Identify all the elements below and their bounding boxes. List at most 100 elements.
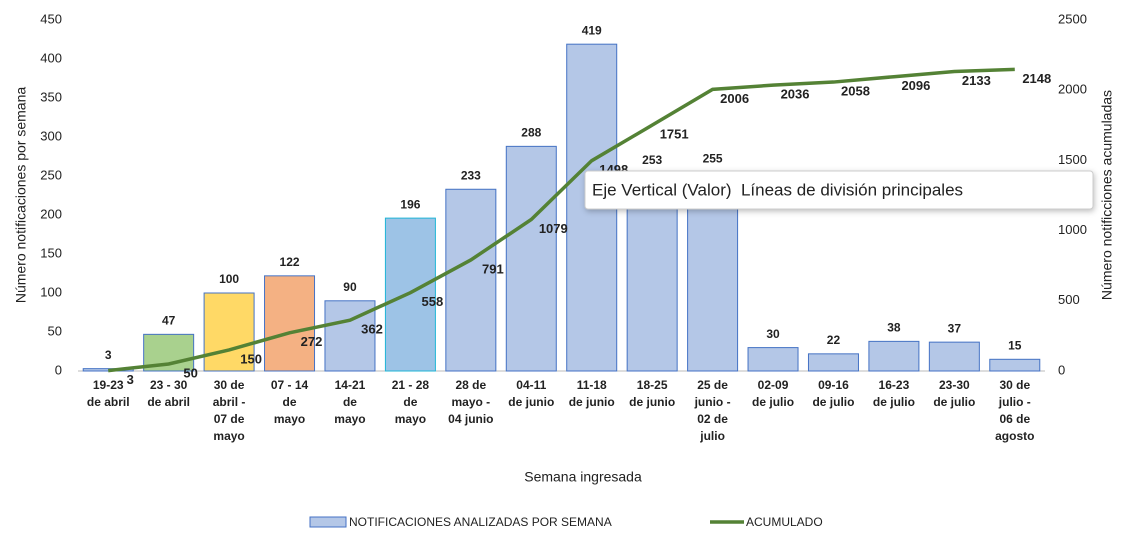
x-tick-label: 30 de bbox=[214, 378, 245, 392]
x-tick-label: 04-11 bbox=[516, 378, 546, 392]
x-tick-label: de bbox=[343, 395, 357, 409]
x-tick-label: mayo bbox=[395, 412, 426, 426]
bar bbox=[505, 145, 557, 372]
line-value-label: 2148 bbox=[1022, 71, 1051, 86]
bar-value-label: 196 bbox=[400, 197, 420, 211]
x-tick-label: mayo bbox=[334, 412, 365, 426]
x-tick-label: 28 de bbox=[456, 378, 487, 392]
line-value-label: 272 bbox=[301, 334, 323, 349]
x-tick-label: 19-23 bbox=[93, 378, 124, 392]
y-tick-label: 0 bbox=[55, 362, 62, 377]
y2-tick-label: 1500 bbox=[1058, 152, 1087, 167]
line-value-label: 150 bbox=[240, 351, 262, 366]
x-tick-label: 25 de bbox=[697, 378, 728, 392]
bar bbox=[445, 188, 497, 372]
line-value-label: 1751 bbox=[660, 127, 689, 142]
y2-tick-label: 2500 bbox=[1058, 11, 1087, 26]
x-tick-label: 06 de bbox=[999, 412, 1030, 426]
bar-value-label: 47 bbox=[162, 314, 176, 328]
y2-tick-label: 0 bbox=[1058, 362, 1065, 377]
legend-label: ACUMULADO bbox=[746, 515, 823, 529]
y2-axis-title: Número notificciones acumuladas bbox=[1099, 90, 1115, 300]
x-tick-label: 30 de bbox=[999, 378, 1030, 392]
bar-value-label: 100 bbox=[219, 272, 239, 286]
line-value-label: 50 bbox=[183, 365, 197, 380]
x-tick-label: 18-25 bbox=[637, 378, 668, 392]
x-tick-label: mayo - bbox=[452, 395, 491, 409]
legend-label: NOTIFICACIONES ANALIZADAS POR SEMANA bbox=[349, 515, 612, 529]
tooltip-text: Eje Vertical (Valor) Líneas de división … bbox=[592, 180, 963, 199]
bar-value-label: 122 bbox=[280, 255, 300, 269]
x-tick-label: de junio bbox=[508, 395, 554, 409]
y-tick-label: 200 bbox=[40, 206, 62, 221]
x-tick-label: de bbox=[403, 395, 417, 409]
y-tick-label: 50 bbox=[48, 323, 62, 338]
bar bbox=[747, 347, 799, 372]
line-value-label: 558 bbox=[422, 294, 444, 309]
y-tick-label: 400 bbox=[40, 50, 62, 65]
line-value-label: 2133 bbox=[962, 73, 991, 88]
bar-value-label: 37 bbox=[948, 321, 962, 335]
line-value-label: 362 bbox=[361, 322, 383, 337]
x-tick-label: 07 - 14 bbox=[271, 378, 309, 392]
bar-value-label: 90 bbox=[343, 280, 357, 294]
x-tick-label: 14-21 bbox=[335, 378, 366, 392]
x-tick-label: de junio bbox=[569, 395, 615, 409]
y-tick-label: 450 bbox=[40, 11, 62, 26]
bar-value-label: 419 bbox=[582, 23, 602, 37]
bar-value-label: 3 bbox=[105, 348, 112, 362]
x-tick-label: agosto bbox=[995, 429, 1034, 443]
x-tick-label: julio - bbox=[998, 395, 1031, 409]
line-value-label: 3 bbox=[127, 372, 134, 387]
x-tick-label: 09-16 bbox=[818, 378, 849, 392]
bar bbox=[807, 353, 859, 372]
y2-tick-label: 2000 bbox=[1058, 82, 1087, 97]
x-tick-label: 11-18 bbox=[577, 378, 607, 392]
y-tick-label: 150 bbox=[40, 245, 62, 260]
bar-value-label: 255 bbox=[703, 151, 723, 165]
y-tick-label: 300 bbox=[40, 128, 62, 143]
bar bbox=[989, 358, 1041, 372]
x-tick-label: de julio bbox=[812, 395, 854, 409]
x-tick-label: de julio bbox=[933, 395, 975, 409]
bar-value-label: 253 bbox=[642, 153, 662, 167]
bar bbox=[203, 292, 255, 372]
line-value-label: 2096 bbox=[901, 78, 930, 93]
bar bbox=[928, 341, 980, 372]
x-tick-label: 07 de bbox=[214, 412, 245, 426]
line-value-label: 791 bbox=[482, 261, 504, 276]
line-value-label: 2036 bbox=[781, 87, 810, 102]
x-tick-label: de bbox=[283, 395, 297, 409]
x-tick-label: de julio bbox=[752, 395, 794, 409]
x-tick-label: de junio bbox=[629, 395, 675, 409]
y-axis-title: Número notificaciones por semana bbox=[13, 87, 29, 304]
legend-swatch bbox=[309, 516, 347, 528]
line-value-label: 1079 bbox=[539, 221, 568, 236]
x-tick-label: 23-30 bbox=[939, 378, 970, 392]
tooltip-box bbox=[584, 170, 1094, 210]
bar bbox=[868, 340, 920, 372]
bar-value-label: 30 bbox=[766, 327, 780, 341]
x-tick-label: abril - bbox=[213, 395, 246, 409]
x-tick-label: de julio bbox=[873, 395, 915, 409]
x-tick-label: 23 - 30 bbox=[150, 378, 188, 392]
x-tick-label: 02-09 bbox=[758, 378, 789, 392]
x-tick-label: junio - bbox=[694, 395, 731, 409]
line-value-label: 2058 bbox=[841, 83, 870, 98]
bar-value-label: 38 bbox=[887, 321, 901, 335]
bar-value-label: 288 bbox=[521, 126, 541, 140]
y-tick-label: 100 bbox=[40, 284, 62, 299]
bar-value-label: 233 bbox=[461, 168, 481, 182]
x-tick-label: de abril bbox=[147, 395, 190, 409]
x-tick-label: 02 de bbox=[697, 412, 728, 426]
y-tick-label: 350 bbox=[40, 89, 62, 104]
x-tick-label: 21 - 28 bbox=[392, 378, 430, 392]
x-tick-label: julio bbox=[699, 429, 725, 443]
bar-value-label: 15 bbox=[1008, 338, 1022, 352]
line-value-label: 2006 bbox=[720, 91, 749, 106]
y2-tick-label: 1000 bbox=[1058, 222, 1087, 237]
x-tick-label: mayo bbox=[213, 429, 244, 443]
bar bbox=[264, 275, 316, 372]
x-tick-label: 04 junio bbox=[448, 412, 493, 426]
